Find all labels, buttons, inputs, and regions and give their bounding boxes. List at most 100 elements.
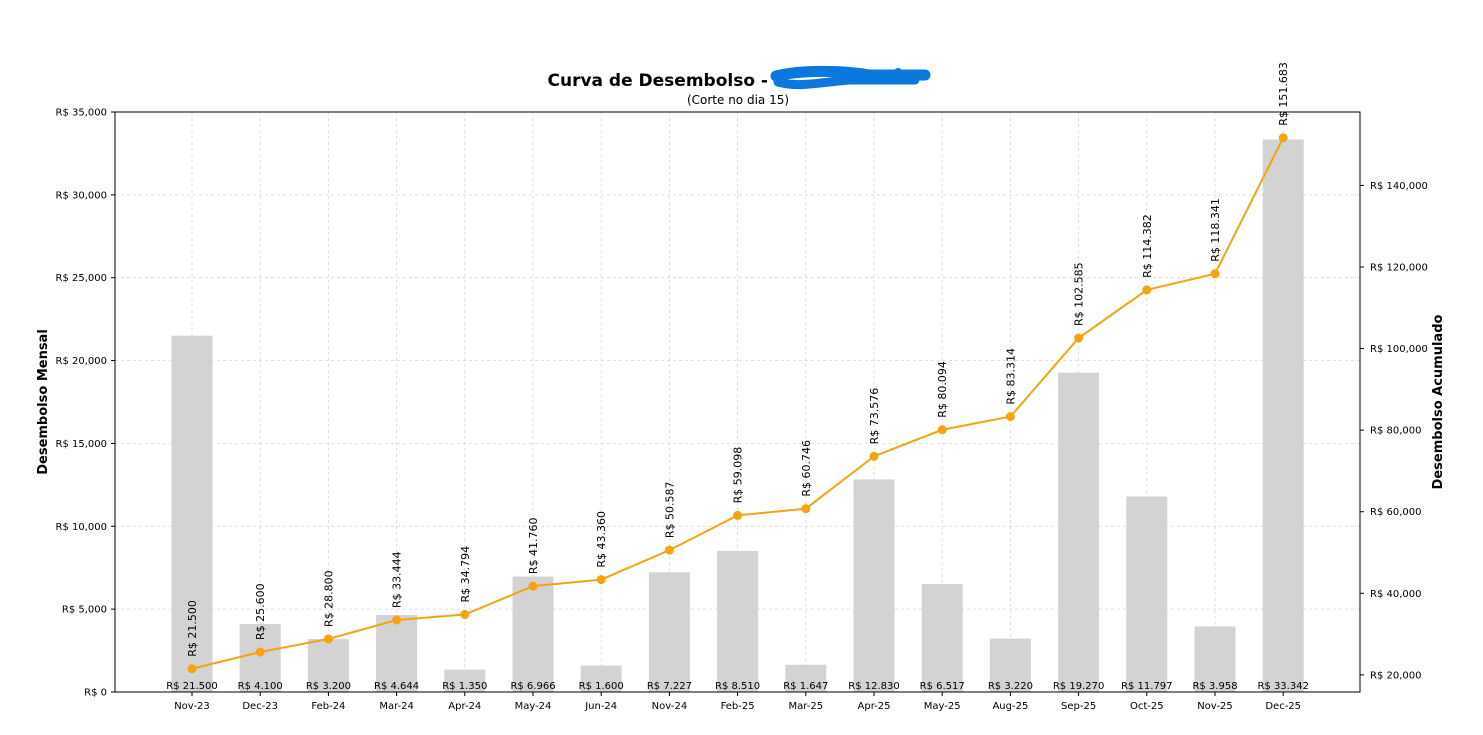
bar bbox=[307, 638, 349, 692]
cumulative-value-label: R$ 21.500 bbox=[186, 600, 199, 657]
left-tick-label: R$ 5,000 bbox=[62, 605, 107, 616]
bar-series bbox=[171, 139, 1304, 692]
chart-title: Curva de Desembolso - bbox=[547, 71, 768, 91]
cumulative-value-label: R$ 25.600 bbox=[254, 583, 267, 640]
x-tick-label: May-24 bbox=[515, 701, 552, 712]
right-tick-label: R$ 60,000 bbox=[1370, 507, 1421, 518]
line-point bbox=[664, 545, 674, 555]
x-tick-label: Apr-24 bbox=[448, 701, 481, 712]
left-tick-label: R$ 25,000 bbox=[56, 273, 107, 284]
line-point bbox=[937, 425, 947, 435]
x-tick-label: Feb-24 bbox=[311, 701, 345, 712]
left-tick-label: R$ 10,000 bbox=[56, 522, 107, 533]
left-y-axis: R$ 0 R$ 5,000 R$ 10,000 R$ 15,000 R$ 20,000 R… bbox=[56, 108, 115, 699]
bar bbox=[989, 638, 1031, 692]
bar bbox=[580, 665, 622, 692]
cumulative-value-label: R$ 33.444 bbox=[391, 551, 404, 608]
right-tick-label: R$ 80,000 bbox=[1370, 426, 1421, 437]
x-tick-label: Nov-25 bbox=[1197, 701, 1233, 712]
cumulative-value-label: R$ 34.794 bbox=[459, 546, 472, 603]
line-point bbox=[733, 510, 743, 520]
bar-value-label: R$ 19.270 bbox=[1053, 681, 1104, 692]
left-tick-label: R$ 15,000 bbox=[56, 439, 107, 450]
cumulative-value-labels: R$ 21.500 R$ 25.600 R$ 28.800 R$ 33.444 R$ 3… bbox=[186, 62, 1290, 657]
cumulative-value-label: R$ 73.576 bbox=[868, 388, 881, 445]
right-y-axis: R$ 20,000 R$ 40,000 R$ 60,000 R$ 80,000 R$ 1… bbox=[1360, 181, 1428, 681]
line-point bbox=[1142, 285, 1152, 295]
cumulative-value-label: R$ 83.314 bbox=[1004, 348, 1017, 405]
chart-subtitle: (Corte no dia 15) bbox=[687, 93, 789, 107]
redaction-scribble bbox=[770, 65, 931, 90]
bar bbox=[853, 479, 895, 692]
left-tick-label: R$ 0 bbox=[84, 688, 107, 699]
bar bbox=[1058, 372, 1100, 692]
bar bbox=[171, 335, 213, 692]
line-point bbox=[460, 610, 470, 620]
bar-value-label: R$ 1.350 bbox=[442, 681, 487, 692]
x-tick-label: Oct-25 bbox=[1130, 701, 1164, 712]
bar bbox=[1194, 626, 1236, 692]
line-point bbox=[596, 575, 606, 585]
x-tick-label: Aug-25 bbox=[992, 701, 1028, 712]
cumulative-value-label: R$ 43.360 bbox=[595, 511, 608, 568]
cumulative-value-label: R$ 102.585 bbox=[1073, 262, 1086, 326]
line-point bbox=[392, 615, 402, 625]
cumulative-value-label: R$ 50.587 bbox=[663, 481, 676, 538]
cumulative-value-label: R$ 60.746 bbox=[800, 440, 813, 497]
bar-value-label: R$ 6.966 bbox=[510, 681, 555, 692]
cumulative-value-label: R$ 151.683 bbox=[1277, 62, 1290, 126]
bar bbox=[444, 669, 486, 692]
bar bbox=[921, 584, 963, 692]
bar-value-label: R$ 11.797 bbox=[1121, 681, 1172, 692]
line-point bbox=[255, 647, 265, 657]
line-point bbox=[1005, 412, 1015, 422]
bar bbox=[512, 576, 554, 692]
cumulative-line-series bbox=[187, 133, 1288, 674]
line-point bbox=[869, 451, 879, 461]
line-point bbox=[323, 634, 333, 644]
left-tick-label: R$ 30,000 bbox=[56, 190, 107, 201]
bar bbox=[376, 615, 418, 692]
bar-value-label: R$ 3.200 bbox=[306, 681, 351, 692]
bar bbox=[717, 550, 759, 692]
line-point bbox=[528, 581, 538, 591]
x-tick-label: Mar-24 bbox=[379, 701, 414, 712]
x-tick-label: Dec-25 bbox=[1265, 701, 1301, 712]
line-point bbox=[1278, 133, 1288, 143]
bar-value-label: R$ 21.500 bbox=[166, 681, 217, 692]
bar-value-label: R$ 8.510 bbox=[715, 681, 760, 692]
bar-value-label: R$ 12.830 bbox=[848, 681, 899, 692]
bar-value-label: R$ 7.227 bbox=[647, 681, 692, 692]
cumulative-value-label: R$ 59.098 bbox=[732, 447, 745, 504]
cumulative-value-label: R$ 41.760 bbox=[527, 517, 540, 574]
bar-value-label: R$ 6.517 bbox=[920, 681, 965, 692]
line-point bbox=[1074, 333, 1084, 343]
right-tick-label: R$ 100,000 bbox=[1370, 344, 1428, 355]
bar-value-label: R$ 4.644 bbox=[374, 681, 419, 692]
cumulative-value-label: R$ 118.341 bbox=[1209, 198, 1222, 262]
bar bbox=[785, 664, 827, 692]
right-tick-label: R$ 120,000 bbox=[1370, 262, 1428, 273]
bar bbox=[239, 624, 281, 692]
bar bbox=[1126, 496, 1168, 692]
x-tick-label: Mar-25 bbox=[789, 701, 824, 712]
cumulative-value-label: R$ 80.094 bbox=[936, 361, 949, 418]
cumulative-value-label: R$ 28.800 bbox=[322, 570, 335, 627]
bar-value-label: R$ 33.342 bbox=[1257, 681, 1308, 692]
x-tick-label: Feb-25 bbox=[721, 701, 755, 712]
x-tick-label: Nov-24 bbox=[652, 701, 688, 712]
line-point bbox=[187, 664, 197, 674]
bar bbox=[648, 572, 690, 692]
x-tick-label: Sep-25 bbox=[1061, 701, 1096, 712]
bar-value-label: R$ 3.220 bbox=[988, 681, 1033, 692]
x-tick-label: May-25 bbox=[924, 701, 961, 712]
left-tick-label: R$ 35,000 bbox=[56, 108, 107, 119]
right-tick-label: R$ 40,000 bbox=[1370, 589, 1421, 600]
bar bbox=[1262, 139, 1304, 692]
x-tick-label: Nov-23 bbox=[174, 701, 210, 712]
bar-value-label: R$ 3.958 bbox=[1192, 681, 1237, 692]
right-tick-label: R$ 140,000 bbox=[1370, 181, 1428, 192]
x-tick-label: Dec-23 bbox=[242, 701, 278, 712]
cumulative-value-label: R$ 114.382 bbox=[1141, 214, 1154, 278]
